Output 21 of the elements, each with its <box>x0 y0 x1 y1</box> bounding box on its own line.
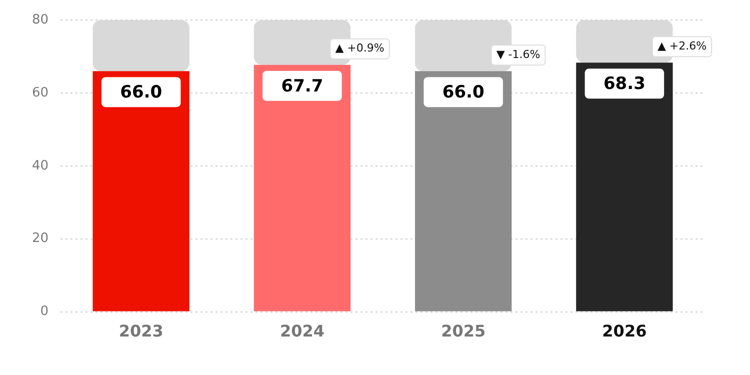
bar <box>92 71 190 312</box>
x-tick-label: 2024 <box>280 322 324 341</box>
data-label: 67.7 <box>281 76 324 96</box>
bar <box>254 64 351 312</box>
x-tick-label: 2026 <box>602 322 647 341</box>
x-tick-label: 2023 <box>118 322 164 341</box>
bar <box>92 20 190 72</box>
y-tick-label: 0 <box>40 304 49 320</box>
y-tick-label: 80 <box>32 12 49 28</box>
y-tick-label: 60 <box>32 85 49 100</box>
data-label: 66.0 <box>442 82 484 102</box>
bar <box>414 71 512 312</box>
bar <box>576 62 673 312</box>
y-tick-label: 20 <box>32 231 49 246</box>
data-label: 66.0 <box>120 82 162 102</box>
data-label: 68.3 <box>603 74 646 94</box>
y-tick-label: 40 <box>32 158 49 174</box>
annotation: ▲ +0.9% <box>335 42 384 55</box>
annotation: ▼ -1.6% <box>496 48 540 61</box>
annotation: ▲ +2.6% <box>657 40 707 53</box>
x-tick-label: 2025 <box>441 322 486 341</box>
